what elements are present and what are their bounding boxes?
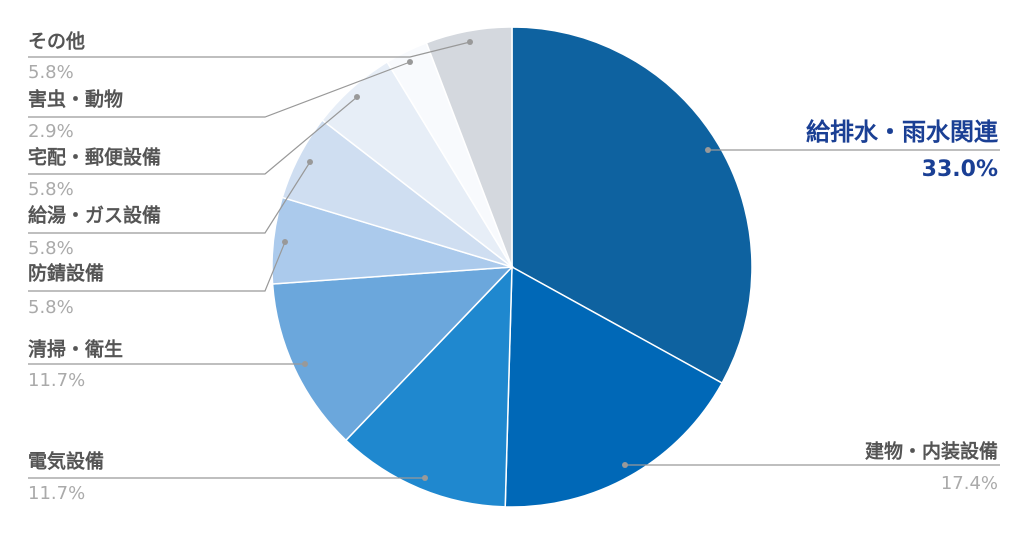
leader-line <box>28 241 286 292</box>
leader-line <box>28 61 411 118</box>
value-label: 2.9% <box>28 121 74 142</box>
leader-dot <box>354 94 360 100</box>
pie-slice <box>511 26 753 385</box>
value-label: 5.8% <box>28 297 74 318</box>
value-label: 11.7% <box>28 370 85 391</box>
category-label: 給湯・ガス設備 <box>28 204 161 227</box>
category-label: その他 <box>28 30 85 53</box>
pie-slice <box>504 265 724 508</box>
category-label: 害虫・動物 <box>28 88 123 111</box>
value-label: 5.8% <box>28 62 74 83</box>
pie-slice <box>271 266 514 442</box>
leader-dot <box>467 39 473 45</box>
pie-slice <box>425 26 513 268</box>
leader-dot <box>407 59 413 65</box>
pie-slice <box>344 265 513 508</box>
value-label: 5.8% <box>28 238 74 259</box>
leader-dot <box>282 239 288 245</box>
category-label: 防錆設備 <box>28 262 104 285</box>
value-label: 33.0% <box>922 157 998 182</box>
category-label: 宅配・郵便設備 <box>28 146 161 169</box>
value-label: 5.8% <box>28 179 74 200</box>
leader-line <box>28 161 311 234</box>
leader-line <box>28 41 471 58</box>
leader-dot <box>705 147 711 153</box>
value-label: 11.7% <box>28 483 85 504</box>
leader-line <box>28 96 358 175</box>
category-label: 清掃・衛生 <box>28 338 123 361</box>
leader-dot <box>422 475 428 481</box>
leader-dot <box>307 159 313 165</box>
category-label: 電気設備 <box>28 450 104 473</box>
value-label: 17.4% <box>941 473 998 494</box>
category-label: 建物・内装設備 <box>865 440 998 463</box>
leader-dot <box>622 462 628 468</box>
category-label: 給排水・雨水関連 <box>806 118 999 146</box>
leader-dot <box>302 361 308 367</box>
